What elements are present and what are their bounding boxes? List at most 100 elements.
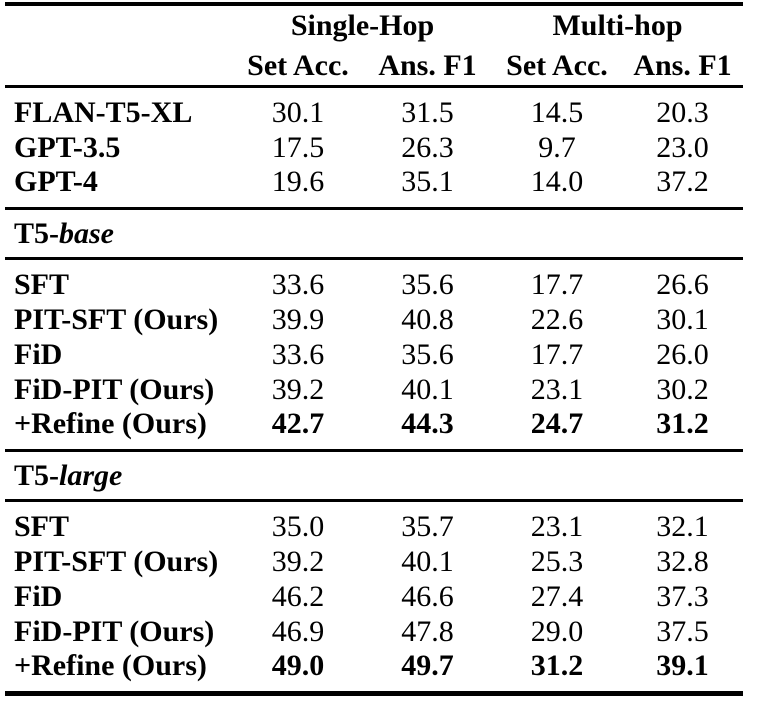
section-emph: large — [59, 458, 123, 492]
metric-value: 44.3 — [401, 407, 454, 440]
metric-value: 39.2 — [271, 372, 325, 406]
metric-value: 17.5 — [271, 130, 325, 164]
metric-value: 37.3 — [656, 579, 709, 613]
table-row: FiD-PIT (Ours) 39.2 40.1 23.1 30.2 — [5, 372, 743, 407]
table-row: SFT 33.6 35.6 17.7 26.6 — [5, 259, 743, 303]
metric-value: 35.7 — [401, 510, 454, 543]
metric-value: 35.6 — [401, 337, 454, 371]
subheader-row: Set Acc. Ans. F1 Set Acc. Ans. F1 — [5, 46, 743, 87]
row-label: +Refine (Ours) — [14, 407, 207, 440]
metric-value: 17.7 — [530, 337, 584, 371]
section-header-row: T5-large — [5, 449, 743, 502]
table-section: T5-large SFT 35.0 35.7 23.1 32.1 PIT-SFT (Ours… — [5, 449, 743, 694]
column-group-single-hop: Single-Hop — [290, 9, 435, 42]
metric-value: 19.6 — [271, 165, 325, 198]
metric-value: 32.8 — [656, 544, 709, 578]
metric-value: 26.6 — [656, 268, 709, 301]
row-label: FiD — [14, 337, 63, 371]
metric-value: 25.3 — [530, 544, 584, 578]
table-row: FiD 46.2 46.6 27.4 37.3 — [5, 579, 743, 614]
metric-value: 33.6 — [271, 337, 325, 371]
section-emph: base — [59, 216, 114, 250]
metric-value: 23.1 — [530, 510, 584, 543]
row-label: GPT-3.5 — [14, 130, 121, 164]
section-header-cell: T5-base — [5, 207, 743, 260]
metric-value: 35.6 — [401, 268, 454, 301]
table-row: GPT-3.5 17.5 26.3 9.7 23.0 — [5, 130, 743, 165]
row-label: FiD-PIT (Ours) — [14, 614, 215, 648]
table-header: Single-Hop Multi-hop Set Acc. Ans. F1 Se… — [5, 4, 743, 87]
column-group-multi-hop: Multi-hop — [552, 9, 683, 42]
table-row: +Refine (Ours) 49.0 49.7 31.2 39.1 — [5, 649, 743, 694]
row-label: FiD — [14, 579, 63, 613]
row-label: SFT — [14, 268, 70, 301]
subheader-ans-f1-multi: Ans. F1 — [633, 48, 732, 82]
metric-value: 46.9 — [271, 614, 325, 648]
table-row: FiD 33.6 35.6 17.7 26.0 — [5, 337, 743, 372]
row-label: SFT — [14, 510, 70, 543]
table-row: PIT-SFT (Ours) 39.9 40.8 22.6 30.1 — [5, 302, 743, 337]
empty-corner-cell — [5, 46, 233, 87]
metric-value: 46.6 — [401, 579, 454, 613]
metric-value: 24.7 — [530, 407, 584, 440]
section-header-row: T5-base — [5, 207, 743, 260]
metric-value: 37.5 — [656, 614, 709, 648]
row-label: PIT-SFT (Ours) — [14, 302, 219, 336]
table-row: SFT 35.0 35.7 23.1 32.1 — [5, 501, 743, 545]
metric-value: 30.1 — [271, 96, 325, 129]
section-prefix: T5- — [14, 458, 59, 492]
metric-value: 39.1 — [656, 649, 709, 682]
metric-value: 42.7 — [271, 407, 325, 440]
section-header-cell: T5-large — [5, 449, 743, 502]
metric-value: 23.0 — [656, 130, 709, 164]
table-section: T5-base SFT 33.6 35.6 17.7 26.6 PIT-SFT (Ours)… — [5, 207, 743, 451]
metric-value: 9.7 — [538, 130, 576, 164]
row-label: FLAN-T5-XL — [14, 96, 193, 129]
row-label: GPT-4 — [14, 165, 98, 198]
metric-value: 14.5 — [530, 96, 584, 129]
metric-value: 37.2 — [656, 165, 709, 198]
column-group-row: Single-Hop Multi-hop — [5, 4, 743, 46]
metric-value: 49.0 — [271, 649, 325, 682]
metric-value: 26.0 — [656, 337, 709, 371]
metric-value: 32.1 — [656, 510, 709, 543]
row-label: PIT-SFT (Ours) — [14, 544, 219, 578]
metric-value: 23.1 — [530, 372, 584, 406]
metric-value: 30.1 — [656, 302, 709, 336]
metric-value: 33.6 — [271, 268, 325, 301]
empty-corner-cell — [5, 4, 233, 46]
subheader-set-acc-single: Set Acc. — [247, 48, 349, 82]
metric-value: 39.9 — [271, 302, 325, 336]
metric-value: 49.7 — [401, 649, 454, 682]
table-row: GPT-4 19.6 35.1 14.0 37.2 — [5, 165, 743, 209]
row-label: FiD-PIT (Ours) — [14, 372, 215, 406]
metric-value: 17.7 — [530, 268, 584, 301]
metric-value: 40.8 — [401, 302, 454, 336]
metric-value: 20.3 — [656, 96, 709, 129]
metric-value: 35.0 — [271, 510, 325, 543]
metric-value: 31.5 — [401, 96, 454, 129]
metric-value: 27.4 — [530, 579, 584, 613]
table-row: PIT-SFT (Ours) 39.2 40.1 25.3 32.8 — [5, 544, 743, 579]
metric-value: 26.3 — [401, 130, 454, 164]
metric-value: 30.2 — [656, 372, 709, 406]
table-row: +Refine (Ours) 42.7 44.3 24.7 31.2 — [5, 407, 743, 451]
metric-value: 39.2 — [271, 544, 325, 578]
subheader-set-acc-multi: Set Acc. — [506, 48, 608, 82]
metric-value: 40.1 — [401, 372, 454, 406]
metric-value: 31.2 — [530, 649, 584, 682]
row-label: +Refine (Ours) — [14, 649, 207, 682]
subheader-ans-f1-single: Ans. F1 — [378, 48, 477, 82]
results-table: Single-Hop Multi-hop Set Acc. Ans. F1 Se… — [5, 2, 743, 696]
metric-value: 29.0 — [530, 614, 584, 648]
metric-value: 22.6 — [530, 302, 584, 336]
table-row: FLAN-T5-XL 30.1 31.5 14.5 20.3 — [5, 87, 743, 131]
metric-value: 47.8 — [401, 614, 454, 648]
metric-value: 40.1 — [401, 544, 454, 578]
metric-value: 31.2 — [656, 407, 709, 440]
metric-value: 35.1 — [401, 165, 454, 198]
metric-value: 46.2 — [271, 579, 325, 613]
table-row: FiD-PIT (Ours) 46.9 47.8 29.0 37.5 — [5, 614, 743, 649]
section-prefix: T5- — [14, 216, 59, 250]
metric-value: 14.0 — [530, 165, 584, 198]
